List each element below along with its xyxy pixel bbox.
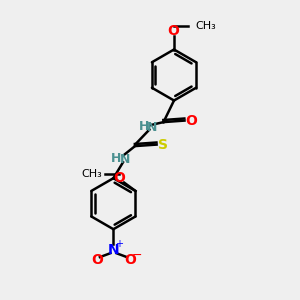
- Text: O: O: [167, 24, 179, 38]
- Text: O: O: [124, 253, 136, 267]
- Text: H: H: [111, 152, 122, 165]
- Text: O: O: [91, 253, 103, 267]
- Text: S: S: [158, 138, 168, 152]
- Text: N: N: [108, 243, 119, 256]
- Text: O: O: [113, 171, 125, 185]
- Text: N: N: [120, 153, 130, 166]
- Text: −: −: [132, 249, 143, 262]
- Text: H: H: [139, 120, 149, 133]
- Text: N: N: [147, 121, 158, 134]
- Text: CH₃: CH₃: [196, 21, 216, 31]
- Text: +: +: [116, 238, 123, 249]
- Text: O: O: [185, 114, 197, 128]
- Text: CH₃: CH₃: [82, 169, 103, 179]
